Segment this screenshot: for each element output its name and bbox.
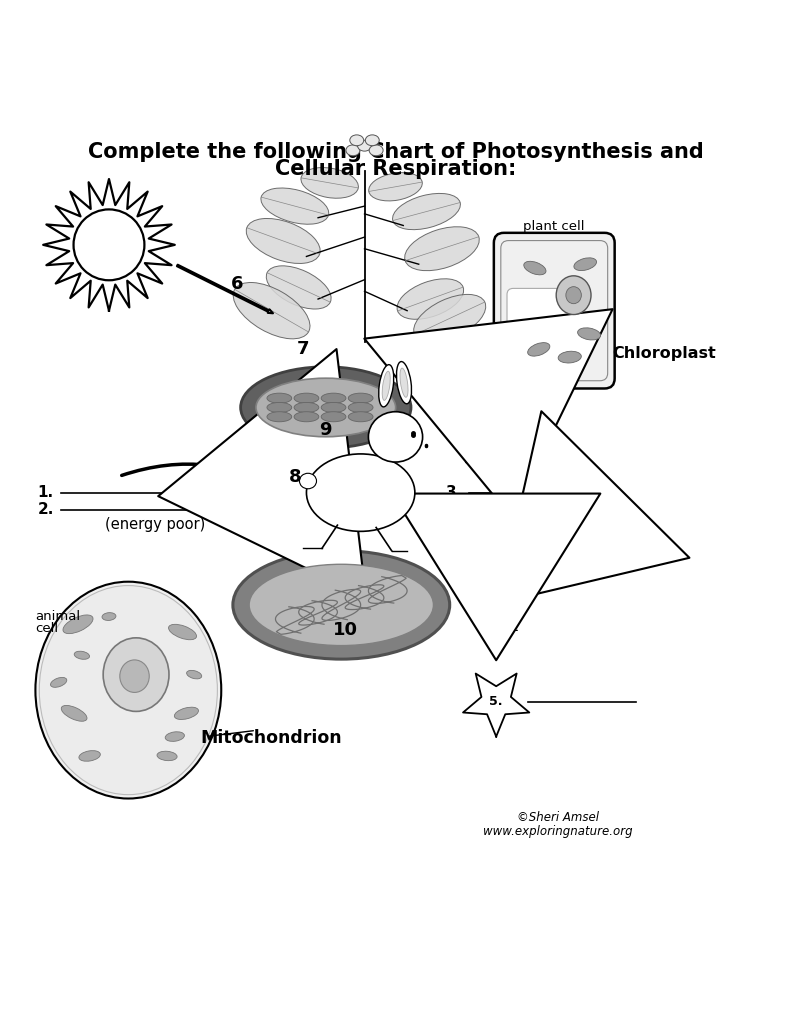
Ellipse shape [301,168,358,199]
Text: 3.: 3. [446,485,462,500]
Ellipse shape [40,586,218,795]
Ellipse shape [396,361,411,403]
Ellipse shape [79,751,100,761]
Ellipse shape [524,261,546,274]
Text: plant cell: plant cell [524,220,585,232]
Text: ©Sheri Amsel: ©Sheri Amsel [517,811,599,824]
Text: 2.: 2. [38,502,54,517]
Ellipse shape [61,706,87,721]
Polygon shape [44,179,175,310]
Text: heat: heat [486,620,519,634]
Ellipse shape [369,173,422,201]
Text: 7: 7 [297,340,308,358]
Text: 6: 6 [230,274,243,293]
Text: www.exploringnature.org: www.exploringnature.org [483,824,633,838]
FancyArrowPatch shape [177,264,273,313]
Text: 5.: 5. [490,695,503,709]
Ellipse shape [294,402,319,413]
Ellipse shape [36,582,221,799]
Ellipse shape [321,412,346,422]
Text: 9: 9 [320,421,332,439]
Text: Mitochondrion: Mitochondrion [201,729,343,748]
Ellipse shape [348,412,373,422]
Ellipse shape [414,295,486,342]
Ellipse shape [348,402,373,413]
Text: 8: 8 [289,468,301,486]
Ellipse shape [249,564,433,645]
Ellipse shape [267,393,292,403]
Polygon shape [463,674,529,736]
Ellipse shape [528,343,550,356]
Ellipse shape [392,194,460,229]
Ellipse shape [350,135,364,145]
Ellipse shape [187,671,202,679]
Ellipse shape [405,226,479,270]
Ellipse shape [369,412,422,462]
Ellipse shape [382,371,390,400]
Text: 4.: 4. [446,540,462,554]
Circle shape [74,209,145,281]
Ellipse shape [51,678,66,687]
Ellipse shape [233,283,310,339]
Ellipse shape [558,351,581,362]
Text: 10: 10 [333,621,358,639]
Text: (energy poor): (energy poor) [105,517,206,531]
Text: (energy rich): (energy rich) [491,501,586,516]
Text: 1.: 1. [38,485,54,500]
Ellipse shape [574,258,596,270]
Ellipse shape [400,368,408,397]
Ellipse shape [365,135,379,145]
Ellipse shape [168,625,196,640]
FancyBboxPatch shape [507,289,575,376]
Ellipse shape [346,145,360,156]
Ellipse shape [556,275,591,314]
Ellipse shape [348,393,373,403]
Ellipse shape [233,551,450,659]
Text: Complete the following Chart of Photosynthesis and: Complete the following Chart of Photosyn… [88,142,703,162]
Ellipse shape [358,140,372,152]
Ellipse shape [74,651,89,659]
Text: animal: animal [36,610,81,623]
Ellipse shape [306,454,414,531]
Ellipse shape [379,365,394,407]
Ellipse shape [267,412,292,422]
Ellipse shape [240,367,411,449]
Ellipse shape [119,659,149,692]
FancyBboxPatch shape [494,232,615,388]
Ellipse shape [566,287,581,304]
Ellipse shape [63,615,93,634]
Ellipse shape [397,279,464,319]
Ellipse shape [261,188,329,224]
Ellipse shape [102,612,116,621]
Ellipse shape [165,732,184,741]
Ellipse shape [321,402,346,413]
Text: Cellular Respiration:: Cellular Respiration: [274,159,517,179]
Ellipse shape [246,218,320,263]
Ellipse shape [267,266,331,309]
Ellipse shape [369,145,383,156]
Ellipse shape [294,412,319,422]
Ellipse shape [256,378,396,436]
Ellipse shape [267,402,292,413]
Ellipse shape [103,638,169,712]
Ellipse shape [577,328,600,340]
Ellipse shape [321,393,346,403]
Text: cell: cell [36,622,59,635]
Ellipse shape [300,473,316,488]
Text: Chloroplast: Chloroplast [612,346,716,360]
Ellipse shape [174,708,199,720]
Ellipse shape [157,752,177,761]
Ellipse shape [294,393,319,403]
